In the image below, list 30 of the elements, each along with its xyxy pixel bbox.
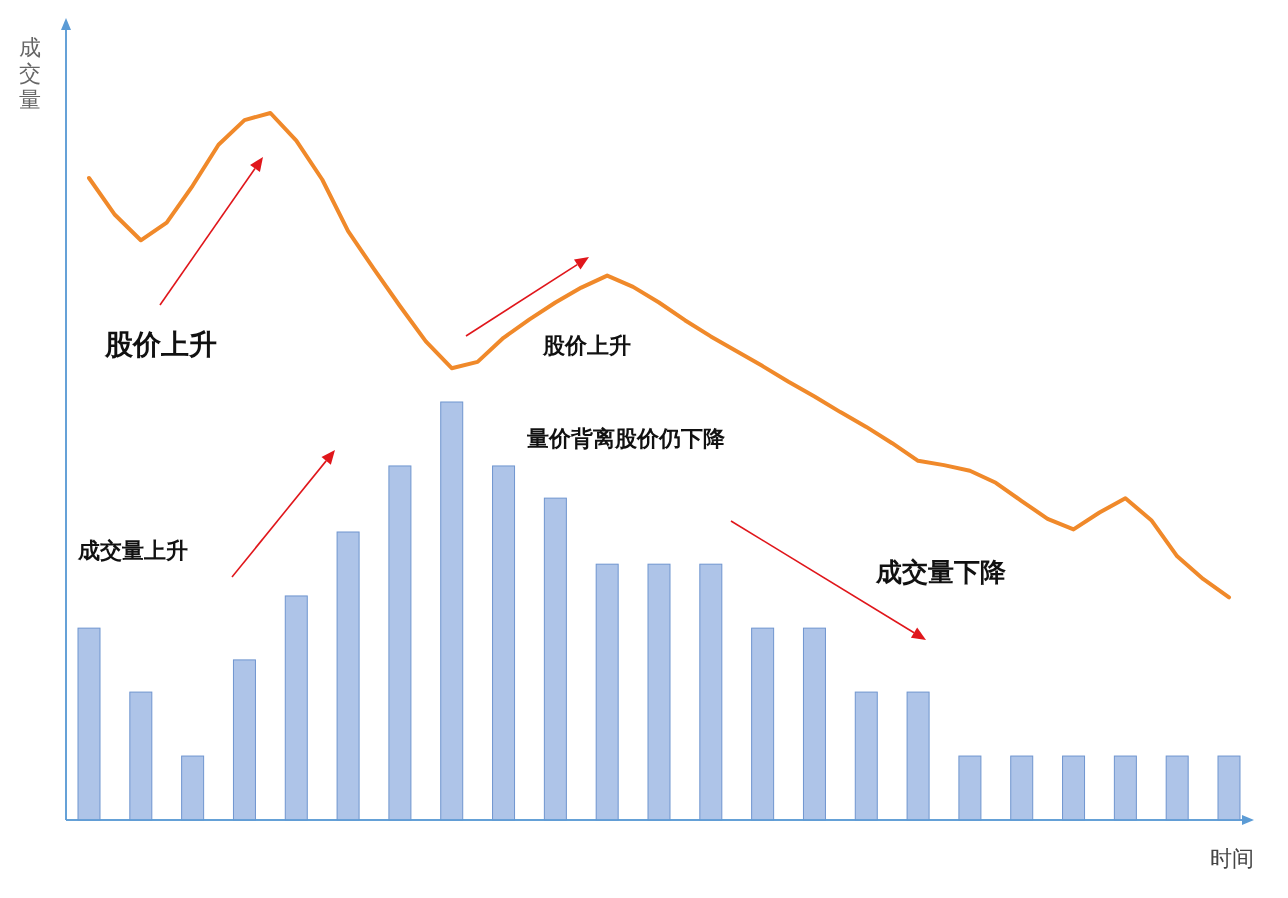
bar (336, 531, 360, 821)
bar (1062, 755, 1086, 821)
x-axis-title: 时间 (1210, 846, 1254, 871)
bar (492, 465, 516, 821)
bar (802, 627, 826, 821)
bar (284, 595, 308, 821)
bar (543, 497, 567, 821)
bar (77, 627, 101, 821)
y-axis-title: 成交量 (19, 35, 41, 112)
annotation: 股价上升 (542, 333, 631, 358)
bar (1217, 755, 1241, 821)
bar (440, 401, 464, 821)
bar (1165, 755, 1189, 821)
bar (1010, 755, 1034, 821)
bar (1113, 755, 1137, 821)
bar (181, 755, 205, 821)
annotation: 股价上升 (104, 328, 217, 361)
bar (232, 659, 256, 821)
bar (958, 755, 982, 821)
bar (595, 563, 619, 821)
bar (906, 691, 930, 821)
bar (388, 465, 412, 821)
annotation: 成交量上升 (77, 538, 188, 563)
bar (129, 691, 153, 821)
annotation: 量价背离股价仍下降 (526, 426, 726, 451)
bar (699, 563, 723, 821)
bar (647, 563, 671, 821)
bar (751, 627, 775, 821)
annotation: 成交量下降 (875, 557, 1006, 587)
bar (854, 691, 878, 821)
